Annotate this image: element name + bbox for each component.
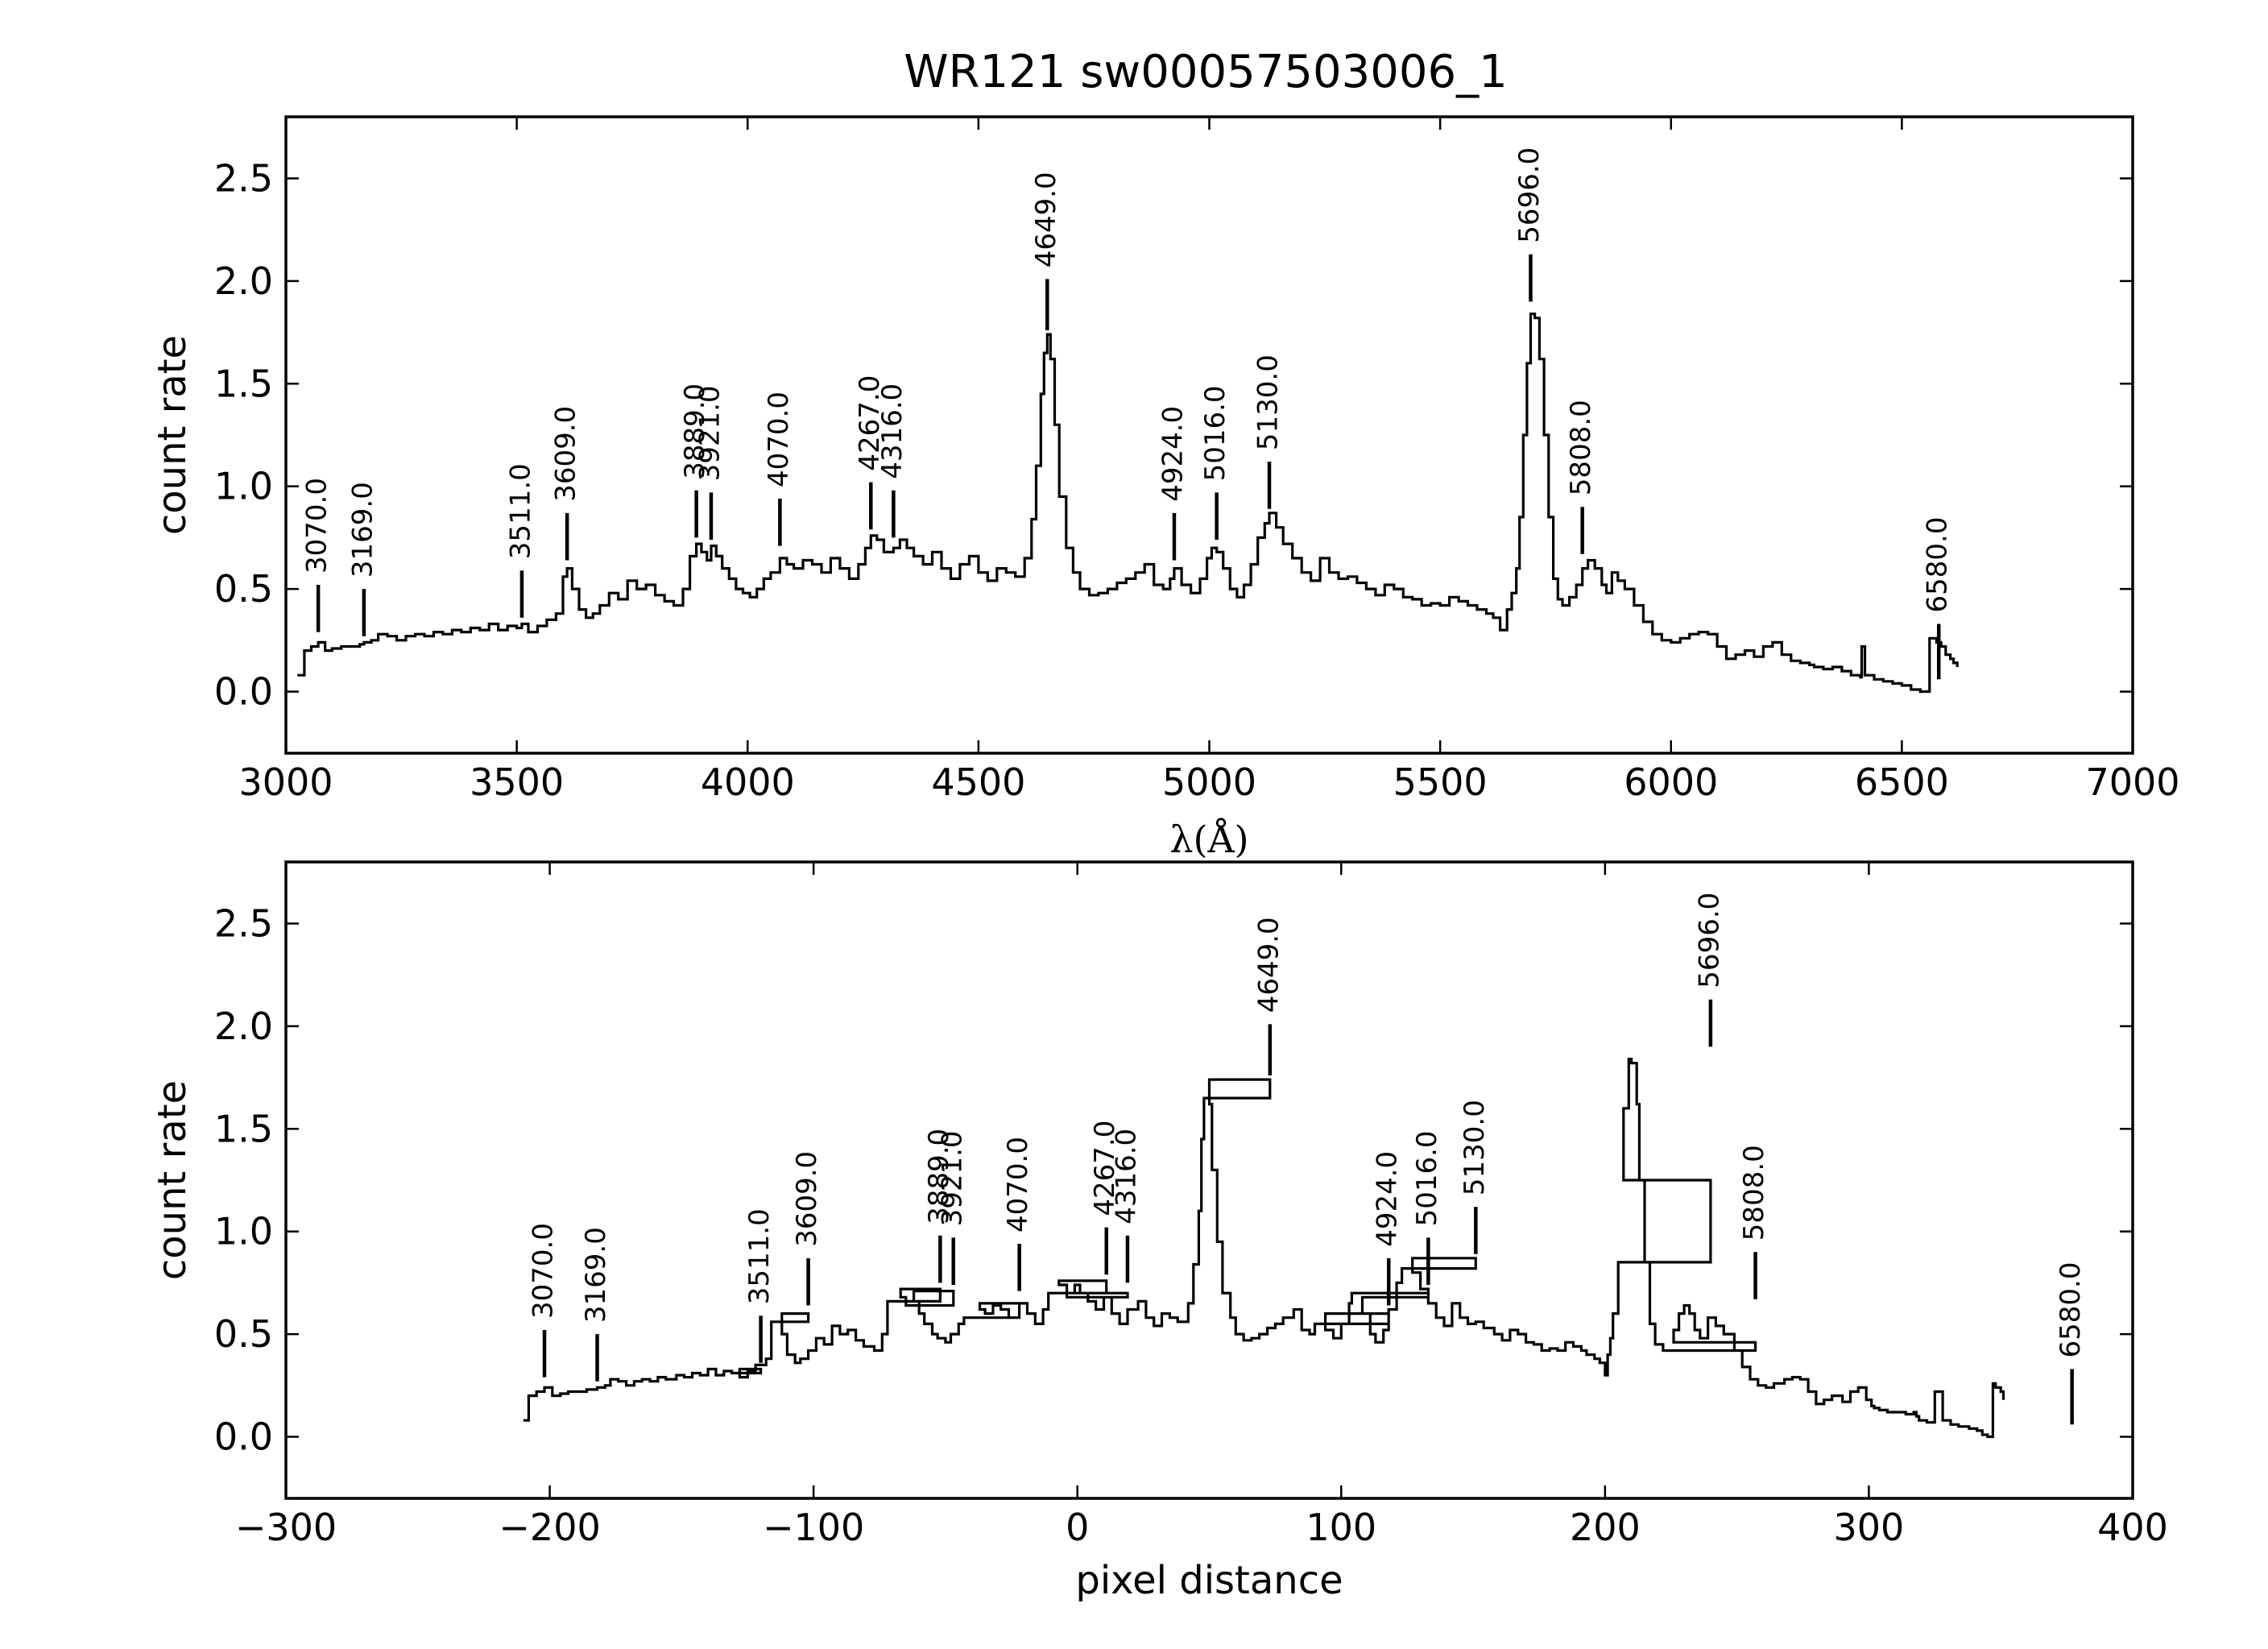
- x-tick-label: −100: [763, 1506, 864, 1549]
- x-tick-label: 3500: [470, 760, 564, 804]
- y-tick-label: 0.5: [214, 1312, 273, 1356]
- line-marker-label: 3169.0: [346, 482, 379, 578]
- line-marker-label: 4267.0: [854, 375, 886, 471]
- x-tick-label: 400: [2097, 1506, 2168, 1549]
- line-marker-label: 3511.0: [743, 1208, 776, 1304]
- line-marker-label: 3609.0: [791, 1151, 823, 1247]
- x-tick-label: 3000: [238, 760, 333, 804]
- line-marker-label: 4070.0: [1002, 1137, 1034, 1233]
- spectrum-series-0: [523, 1058, 2005, 1439]
- y-tick-label: 1.5: [214, 362, 273, 405]
- y-tick-label: 0.0: [214, 1415, 273, 1459]
- x-tick-label: 200: [1570, 1506, 1641, 1549]
- line-marker-label: 3889.0: [679, 383, 711, 479]
- y-tick-label: 0.5: [214, 567, 273, 611]
- x-tick-label: 7000: [2085, 760, 2179, 804]
- x-tick-label: 5500: [1393, 760, 1488, 804]
- y-tick-label: 1.0: [214, 1210, 273, 1253]
- y-tick-label: 2.0: [214, 1005, 273, 1048]
- plot-area: [286, 862, 2133, 1498]
- x-axis-label: pixel distance: [1075, 1558, 1343, 1603]
- line-marker-label: 3609.0: [550, 406, 582, 502]
- line-marker-label: 3889.0: [923, 1129, 955, 1224]
- x-tick-label: 0: [1066, 1506, 1089, 1549]
- spectrum-series-0: [297, 313, 1959, 694]
- x-axis-label: λ(Å): [1169, 817, 1248, 861]
- x-tick-label: 5000: [1162, 760, 1256, 804]
- plot-area: [286, 117, 2133, 753]
- y-tick-label: 1.0: [214, 465, 273, 508]
- y-tick-label: 2.0: [214, 259, 273, 303]
- line-marker-label: 3070.0: [301, 478, 333, 574]
- line-marker-label: 4924.0: [1372, 1151, 1404, 1247]
- x-tick-label: −200: [499, 1506, 600, 1549]
- line-marker-label: 4316.0: [876, 383, 908, 479]
- line-marker-label: 5130.0: [1252, 354, 1285, 450]
- line-marker-label: 6580.0: [2055, 1262, 2087, 1358]
- x-tick-label: 6000: [1624, 760, 1718, 804]
- line-marker-label: 4924.0: [1157, 406, 1189, 502]
- line-marker-label: 3921.0: [936, 1130, 968, 1226]
- x-tick-label: 4500: [931, 760, 1025, 804]
- line-marker-label: 5016.0: [1199, 385, 1231, 481]
- line-marker-label: 4070.0: [763, 392, 795, 487]
- line-marker-label: 4267.0: [1089, 1121, 1121, 1216]
- line-marker-label: 5808.0: [1738, 1145, 1770, 1241]
- x-tick-label: 100: [1306, 1506, 1376, 1549]
- y-tick-label: 0.0: [214, 670, 273, 714]
- line-marker-label: 6580.0: [1922, 517, 1954, 613]
- plot-frame: [284, 860, 2134, 1500]
- line-marker-label: 5016.0: [1411, 1130, 1443, 1226]
- x-tick-label: −300: [235, 1506, 337, 1549]
- line-marker-label: 3169.0: [580, 1227, 612, 1323]
- line-marker-label: 5696.0: [1693, 893, 1725, 988]
- y-tick-label: 2.5: [214, 156, 273, 200]
- chart-title: WR121 sw00057503006_1: [904, 46, 1508, 98]
- line-marker-label: 4649.0: [1030, 172, 1062, 267]
- x-tick-label: 6500: [1855, 760, 1949, 804]
- y-tick-label: 2.5: [214, 901, 273, 945]
- line-marker-label: 5696.0: [1513, 147, 1546, 243]
- line-marker-label: 5808.0: [1565, 400, 1597, 495]
- y-tick-label: 1.5: [214, 1107, 273, 1150]
- line-marker-label: 4649.0: [1252, 917, 1285, 1013]
- line-marker-label: 4316.0: [1111, 1129, 1143, 1224]
- line-marker-label: 5130.0: [1459, 1100, 1491, 1195]
- x-tick-label: 4000: [701, 760, 795, 804]
- line-marker-label: 3511.0: [504, 463, 536, 559]
- y-axis-label: count rate: [150, 1080, 195, 1280]
- x-tick-label: 300: [1834, 1506, 1905, 1549]
- line-marker-label: 3921.0: [694, 385, 726, 481]
- y-axis-label: count rate: [150, 335, 195, 535]
- line-marker-label: 3070.0: [528, 1223, 560, 1319]
